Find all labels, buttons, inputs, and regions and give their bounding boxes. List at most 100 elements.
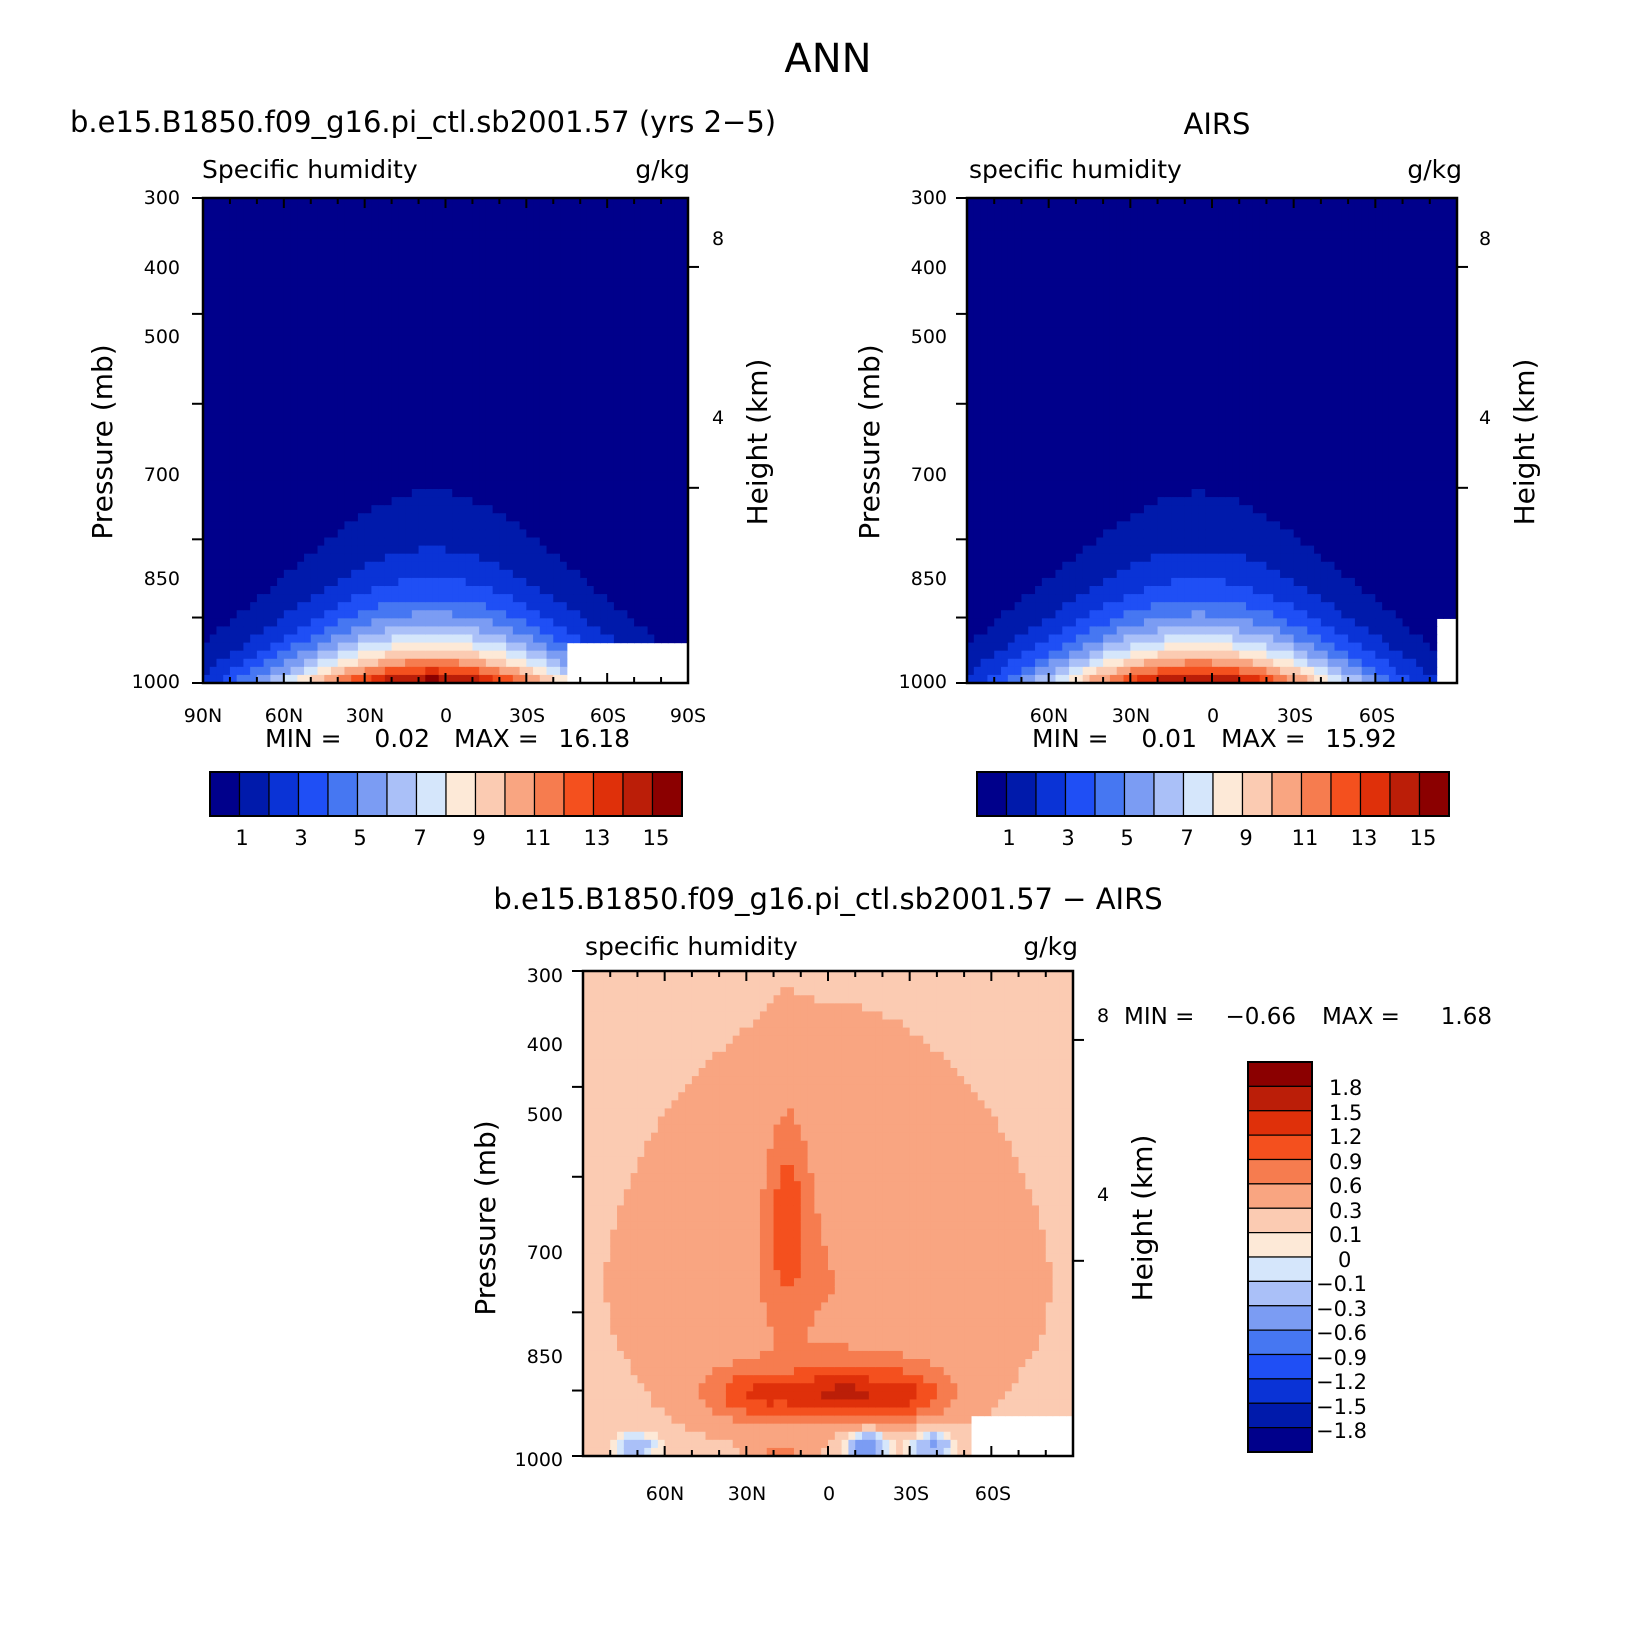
contour-cell [674, 529, 682, 539]
contour-cell [980, 383, 989, 393]
contour-cell [600, 561, 608, 571]
contour-cell [263, 311, 271, 320]
contour-cell [1035, 489, 1043, 498]
contour-cell [620, 464, 628, 474]
contour-cell [634, 521, 642, 531]
contour-cell [236, 642, 245, 652]
contour-cell [1028, 569, 1036, 579]
contour-cell [1021, 594, 1029, 603]
contour-cell [967, 464, 975, 474]
contour-cell [411, 327, 420, 337]
contour-cell [553, 246, 561, 256]
contour-cell [580, 392, 588, 401]
contour-cell [580, 553, 588, 563]
contour-cell [236, 586, 245, 595]
contour-cell [1007, 489, 1016, 498]
contour-cell [330, 602, 339, 611]
contour-cell [317, 222, 325, 231]
contour-cell [526, 658, 534, 668]
contour-cell [344, 424, 352, 434]
contour-cell [256, 610, 265, 619]
contour-cell [418, 286, 426, 296]
contour-cell [364, 448, 373, 458]
contour-cell [304, 222, 312, 231]
contour-cell [627, 464, 635, 474]
contour-cell [620, 254, 628, 264]
contour-cell [317, 553, 325, 563]
contour-cell [411, 222, 420, 231]
contour-cell [250, 319, 258, 328]
contour-cell [270, 278, 278, 288]
contour-cell [411, 367, 420, 377]
contour-cell [458, 456, 467, 466]
contour-cell [223, 198, 231, 207]
contour-cell [465, 529, 474, 539]
contour-cell [324, 489, 332, 498]
contour-cell [263, 513, 271, 522]
contour-cell [452, 416, 460, 425]
contour-cell [398, 254, 406, 264]
contour-cell [465, 254, 474, 264]
contour-cell [1021, 674, 1029, 684]
contour-cell [236, 577, 245, 587]
contour-cell [506, 440, 514, 450]
panel-model-min-value: 0.02 [374, 724, 430, 753]
contour-cell [994, 456, 1002, 466]
contour-cell [465, 553, 474, 563]
contour-cell [967, 472, 975, 482]
contour-cell [351, 238, 359, 248]
contour-cell [209, 278, 218, 288]
contour-cell [324, 553, 332, 563]
contour-cell [580, 626, 588, 636]
contour-cell [667, 383, 676, 393]
contour-cell [371, 537, 379, 547]
contour-cell [297, 464, 305, 474]
contour-cell [1021, 311, 1029, 320]
contour-cell [391, 408, 399, 417]
contour-cell [405, 367, 413, 377]
contour-cell [250, 513, 258, 522]
contour-cell [216, 230, 224, 240]
contour-cell [546, 303, 554, 312]
contour-cell [398, 238, 406, 248]
contour-cell [378, 448, 386, 458]
contour-cell [418, 343, 426, 353]
contour-cell [351, 230, 359, 240]
contour-cell [519, 642, 527, 652]
contour-cell [560, 351, 568, 361]
contour-cell [681, 286, 689, 296]
contour-cell [613, 230, 622, 240]
contour-cell [667, 311, 676, 320]
contour-cell [586, 602, 595, 611]
contour-cell [994, 262, 1002, 272]
contour-cell [640, 634, 649, 644]
contour-cell [263, 529, 271, 539]
contour-cell [324, 359, 332, 369]
contour-cell [277, 278, 285, 288]
contour-cell [1021, 295, 1029, 304]
contour-cell [465, 569, 474, 579]
contour-cell [640, 610, 649, 619]
contour-cell [256, 286, 265, 296]
contour-cell [411, 359, 420, 369]
contour-cell [357, 505, 366, 514]
contour-cell [967, 246, 975, 256]
contour-cell [580, 286, 588, 296]
contour-cell [607, 327, 615, 337]
contour-cell [398, 666, 406, 676]
contour-cell [250, 432, 258, 442]
contour-cell [573, 303, 581, 312]
contour-cell [1021, 375, 1029, 385]
contour-cell [391, 214, 399, 223]
contour-cell [411, 618, 420, 628]
contour-cell [492, 230, 500, 240]
contour-cell [304, 489, 312, 498]
contour-cell [994, 650, 1002, 660]
contour-cell [573, 464, 581, 474]
contour-cell [1028, 464, 1036, 474]
contour-cell [519, 456, 527, 466]
contour-cell [277, 448, 285, 458]
contour-cell [317, 392, 325, 401]
contour-cell [283, 553, 292, 563]
contour-cell [566, 278, 575, 288]
